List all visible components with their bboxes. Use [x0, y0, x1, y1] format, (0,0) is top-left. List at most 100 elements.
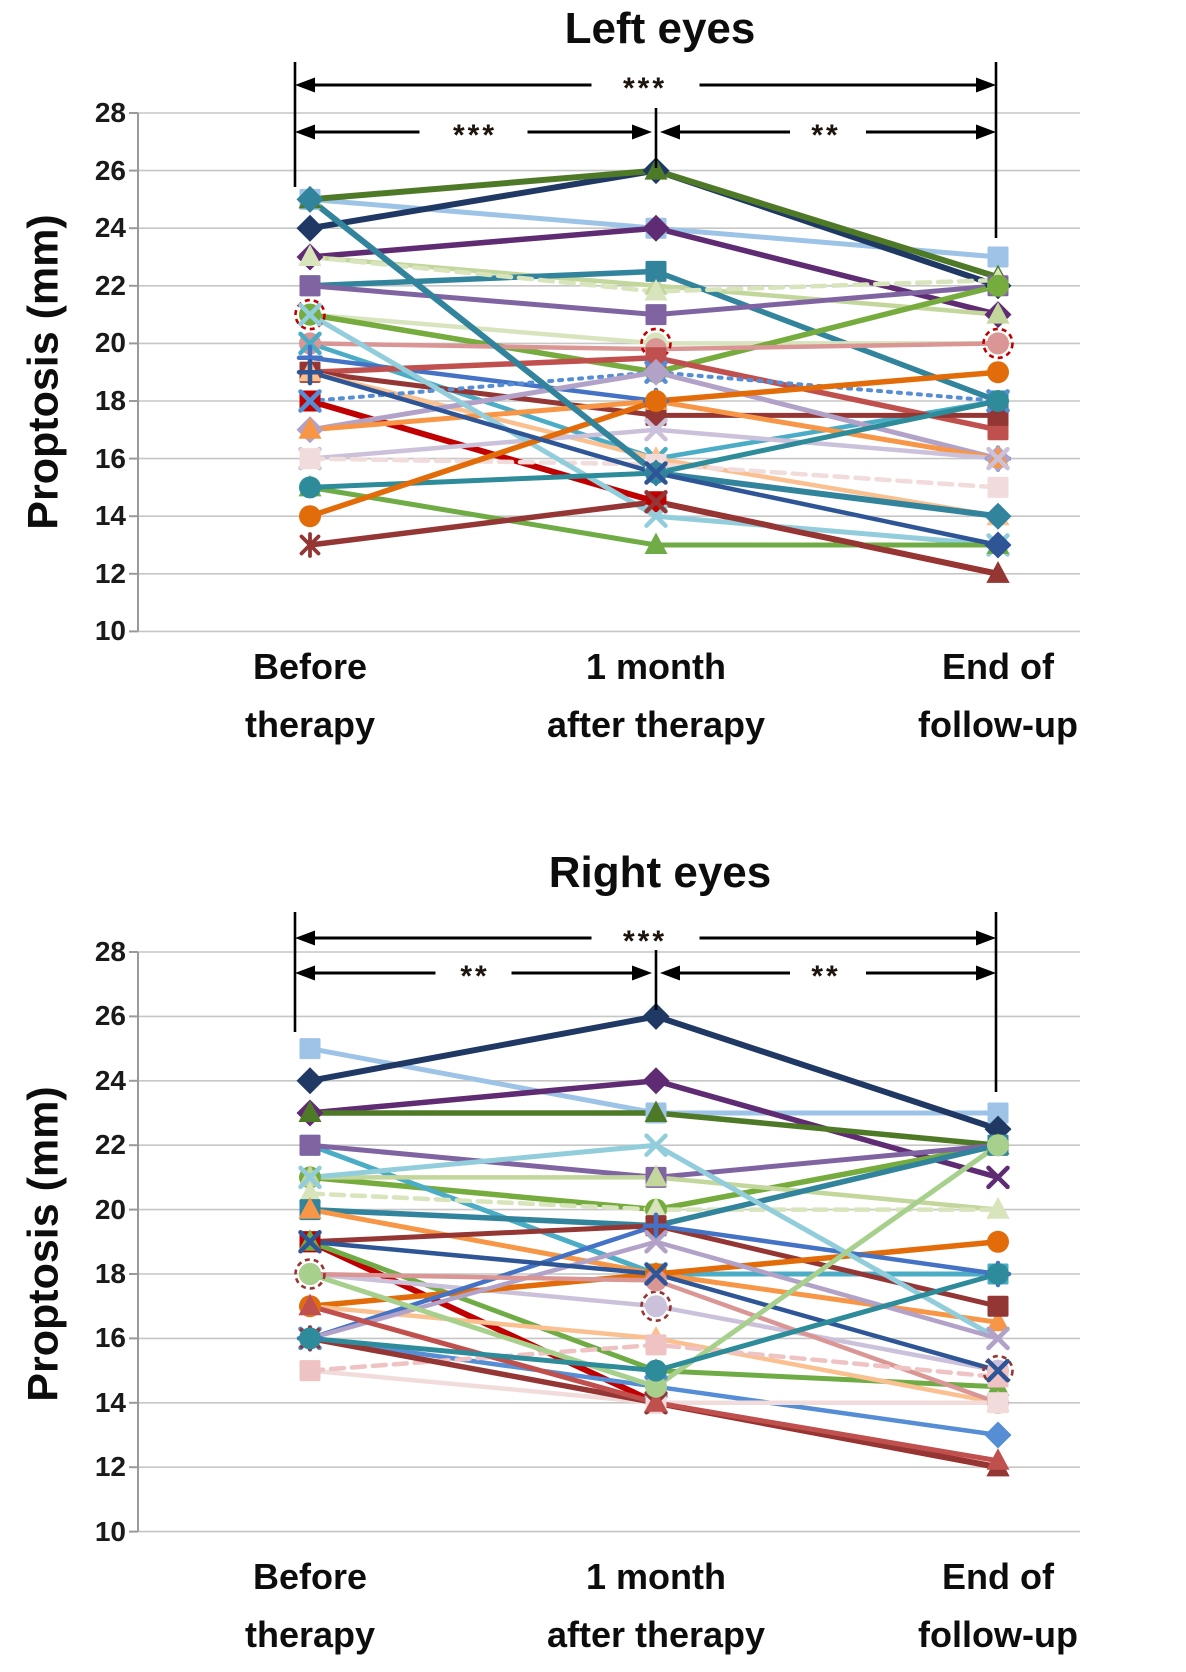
- asterisk-marker: [299, 532, 321, 558]
- triangle-marker: [298, 1181, 322, 1203]
- x-marker: [644, 490, 668, 514]
- y-tick-label: 18: [94, 385, 126, 416]
- circle-marker: [987, 332, 1009, 355]
- square-marker: [299, 275, 321, 297]
- y-tick-label: 28: [94, 936, 126, 967]
- diamond-marker: [984, 1421, 1012, 1449]
- square-marker: [299, 1038, 321, 1060]
- x-label-line: after therapy: [546, 1614, 766, 1655]
- y-tick-label: 26: [94, 154, 126, 186]
- triangle-marker: [986, 1309, 1010, 1332]
- x-marker: [986, 1165, 1010, 1190]
- y-tick-label: 20: [94, 1193, 126, 1225]
- square-marker: [987, 246, 1009, 268]
- significance-brackets: [293, 912, 998, 1092]
- triangle-marker: [298, 1197, 322, 1219]
- x-label-end-of-follow-up: End of follow-up: [828, 638, 1168, 754]
- plus-marker: [296, 358, 324, 386]
- triangle-marker: [644, 532, 668, 554]
- x-label-before-therapy: Before therapy: [140, 1548, 480, 1664]
- y-tick-label: 24: [94, 212, 126, 244]
- square-marker: [645, 304, 667, 326]
- circle-marker: [987, 390, 1009, 412]
- x-label-line: Before: [252, 646, 368, 687]
- x-marker: [644, 418, 668, 442]
- x-label-line: End of: [942, 646, 1054, 687]
- x-label-line: 1 month: [586, 646, 726, 687]
- circle-marker: [645, 1269, 667, 1292]
- significance-label: **: [811, 119, 841, 152]
- circle-marker: [299, 476, 321, 499]
- triangle-marker: [298, 244, 322, 266]
- circle-marker: [987, 1230, 1009, 1253]
- y-tick-label: 12: [94, 557, 126, 589]
- significance-label: ***: [622, 925, 668, 958]
- x-marker: [298, 1165, 322, 1190]
- y-tick-label: 10: [94, 615, 126, 647]
- y-tick-label: 18: [94, 1258, 126, 1289]
- triangle-marker: [644, 1390, 668, 1412]
- x-marker: [298, 331, 322, 356]
- circle-marker: [645, 390, 667, 412]
- triangle-marker: [298, 1100, 322, 1122]
- x-marker: [298, 389, 322, 413]
- square-marker: [987, 1102, 1009, 1124]
- y-tick-label: 14: [94, 1386, 126, 1418]
- diamond-marker: [642, 1067, 670, 1095]
- circle-marker: [645, 1359, 667, 1382]
- y-tick-label: 20: [94, 327, 126, 359]
- triangle-marker: [986, 1448, 1010, 1470]
- square-marker: [299, 448, 321, 470]
- square-marker: [987, 1295, 1009, 1317]
- y-tick-label: 16: [94, 1322, 126, 1354]
- x-label-line: therapy: [244, 704, 376, 745]
- x-marker: [986, 446, 1010, 471]
- triangle-marker: [644, 1164, 668, 1187]
- diamond-marker: [296, 1067, 324, 1095]
- x-marker: [986, 1326, 1010, 1351]
- diamond-marker: [296, 185, 324, 213]
- circle-marker: [640, 1290, 672, 1322]
- y-tick-label: 26: [94, 1000, 126, 1032]
- y-tick-label: 22: [94, 269, 126, 301]
- square-marker: [299, 1360, 321, 1382]
- square-marker: [987, 476, 1009, 498]
- significance-brackets: [293, 62, 998, 238]
- triangle-marker: [986, 302, 1010, 324]
- significance-label: **: [460, 960, 490, 993]
- y-tick-label: 10: [94, 1515, 126, 1547]
- x-label-line: End of: [942, 1556, 1054, 1597]
- square-marker: [987, 1392, 1009, 1414]
- x-label-line: after therapy: [546, 704, 766, 745]
- x-marker: [644, 1230, 668, 1254]
- square-marker: [987, 1366, 1009, 1388]
- y-tick-label: 22: [94, 1129, 126, 1161]
- x-label-end-of-follow-up: End of follow-up: [828, 1548, 1168, 1664]
- diamond-marker: [642, 214, 670, 242]
- x-marker: [644, 461, 668, 485]
- triangle-marker: [986, 561, 1010, 583]
- y-tick-label: 24: [94, 1064, 126, 1096]
- square-marker: [645, 1334, 667, 1356]
- circle-marker: [299, 505, 321, 528]
- circle-marker: [987, 274, 1009, 297]
- square-marker: [299, 1134, 321, 1156]
- x-label-line: follow-up: [918, 704, 1078, 745]
- x-label-line: therapy: [244, 1614, 376, 1655]
- x-marker: [644, 1133, 668, 1157]
- x-label-1-month: 1 month after therapy: [486, 1548, 826, 1664]
- circle-marker: [299, 1327, 321, 1350]
- x-marker: [298, 302, 322, 327]
- significance-label: ***: [452, 119, 498, 152]
- square-marker: [645, 260, 667, 282]
- triangle-marker: [644, 279, 668, 301]
- diamond-marker: [984, 531, 1012, 559]
- triangle-marker: [644, 1100, 668, 1122]
- significance-label: **: [811, 960, 841, 993]
- circle-marker: [987, 1263, 1009, 1285]
- y-tick-label: 12: [94, 1451, 126, 1483]
- x-label-line: Before: [252, 1556, 368, 1597]
- diamond-marker: [642, 358, 670, 386]
- triangle-marker: [644, 158, 668, 180]
